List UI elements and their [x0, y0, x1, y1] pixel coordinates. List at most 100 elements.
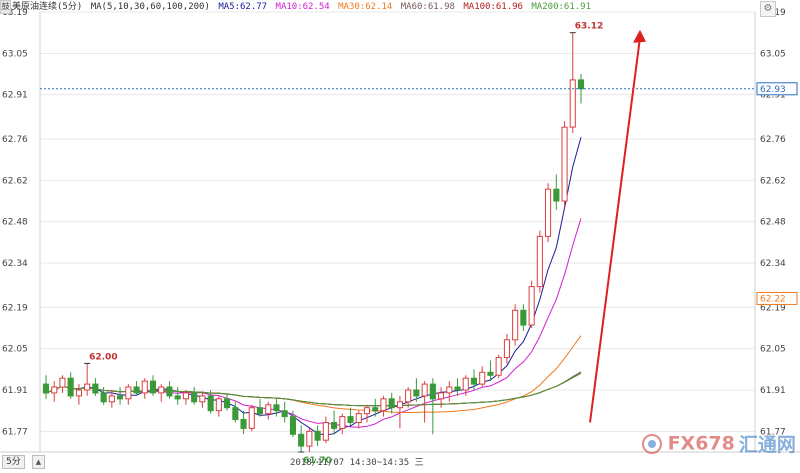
candle-body: [363, 407, 370, 415]
play-icon[interactable]: ▲: [32, 455, 45, 469]
candle-body: [182, 392, 189, 400]
candle-body: [355, 413, 362, 424]
watermark-text-a: FX678: [667, 432, 735, 455]
candle-body: [199, 395, 206, 403]
ma-price-tag: [756, 291, 798, 305]
candle-body: [462, 377, 469, 391]
period-button[interactable]: 5分: [2, 455, 25, 469]
trend-arrow-line: [589, 37, 641, 423]
y-tick-label-left: 62.48: [2, 218, 28, 228]
candle-body: [520, 309, 527, 326]
candle-body: [553, 188, 560, 202]
y-tick-label-right: 62.91: [760, 91, 786, 101]
candle-body: [372, 407, 379, 412]
y-tick-label-right: 62.62: [760, 176, 786, 186]
candle-body: [42, 383, 50, 394]
candle-body: [446, 386, 453, 394]
candle-body: [232, 407, 239, 421]
candle-body: [561, 126, 568, 202]
candle-body: [215, 398, 222, 412]
candle-body: [536, 235, 543, 288]
candle-body: [429, 383, 436, 400]
symbol-label: 美原油连续(5分): [12, 2, 83, 12]
candle-body: [545, 188, 552, 237]
candle-body: [512, 309, 519, 341]
candle-body: [479, 371, 486, 385]
candle-body: [224, 398, 231, 409]
candle-body: [454, 386, 461, 391]
candle-body: [380, 398, 387, 412]
current-price-label: 62.93: [760, 85, 786, 95]
ma200-value: MA200:61.91: [531, 2, 591, 12]
candle-body: [413, 389, 420, 397]
watermark: FX678 汇通网: [642, 430, 796, 458]
annotation-layer: 62.93 62.22 63.12 62.00 61.70: [40, 22, 798, 466]
y-tick-label-left: 62.91: [2, 91, 28, 101]
y-tick-label-left: 62.19: [2, 303, 28, 313]
y-tick-label-left: 61.77: [2, 427, 28, 437]
y-tick-label-right: 62.48: [760, 218, 786, 228]
ma5-value: MA5:62.77: [218, 2, 268, 12]
candle-body: [528, 286, 535, 326]
indicator-bar: 美原油连续(5分) MA(5,10,30,60,100,200) MA5:62.…: [12, 0, 772, 14]
candle-body: [256, 407, 263, 415]
candle-body: [331, 422, 338, 429]
candle-body: [108, 395, 115, 403]
y-tick-label-right: 61.77: [760, 427, 786, 437]
candle-body: [298, 433, 305, 447]
candle-body: [149, 380, 156, 394]
crosshair-time-label: 2018/11/07 14:30~14:35 三: [290, 458, 424, 468]
candle-body: [396, 401, 403, 409]
y-tick-label-left: 62.76: [2, 135, 28, 145]
candle-body: [289, 416, 296, 435]
candle-body: [322, 422, 329, 441]
ma-price-label: 62.22: [760, 294, 786, 304]
extreme-high-label: 63.12: [575, 22, 603, 32]
y-tick-label-right: 62.05: [760, 345, 786, 355]
extreme-high-label: 62.00: [89, 352, 117, 362]
candle-body: [207, 395, 214, 412]
candle-body: [125, 386, 132, 400]
candle-body: [281, 410, 288, 418]
y-tick-label-left: 61.91: [2, 386, 28, 396]
candle-body: [503, 339, 510, 358]
candle-body: [92, 383, 99, 394]
y-tick-label-right: 62.76: [760, 135, 786, 145]
candle-body: [248, 407, 255, 429]
extreme-low-label: 61.70: [303, 456, 331, 466]
candle-body: [470, 377, 477, 385]
current-price-tag: [756, 82, 798, 96]
ma100-value: MA100:61.96: [463, 2, 523, 12]
candle-body: [117, 395, 124, 400]
candle-body: [487, 371, 494, 376]
candle-body: [67, 377, 74, 397]
candle-body: [421, 383, 428, 397]
y-tick-label-left: 63.05: [2, 49, 28, 59]
candle-body: [166, 386, 173, 397]
candle-body: [339, 416, 346, 429]
candle-body: [75, 389, 83, 397]
candle-body: [141, 380, 148, 394]
y-tick-label-left: 62.34: [2, 259, 28, 269]
y-tick-label-left: 62.05: [2, 345, 28, 355]
watermark-text-b: 汇通网: [738, 434, 796, 456]
candle-body: [495, 357, 502, 376]
candle-body: [306, 430, 313, 447]
candle-body: [240, 419, 247, 429]
settings-gear-icon[interactable]: ⚙: [760, 1, 776, 17]
corner-label[interactable]: 鼓: [0, 0, 11, 14]
y-tick-label-right: 61.91: [760, 386, 786, 396]
candle-body: [569, 79, 576, 128]
candle-layer: [42, 32, 585, 452]
candle-body: [265, 404, 272, 415]
candle-body: [314, 430, 321, 441]
candle-body: [174, 395, 181, 400]
y-tick-label-left: 62.62: [2, 176, 28, 186]
y-tick-label-right: 62.19: [760, 303, 786, 313]
y-tick-label-left: 63.19: [2, 8, 28, 18]
candle-body: [405, 389, 412, 403]
candle-body: [133, 386, 140, 394]
